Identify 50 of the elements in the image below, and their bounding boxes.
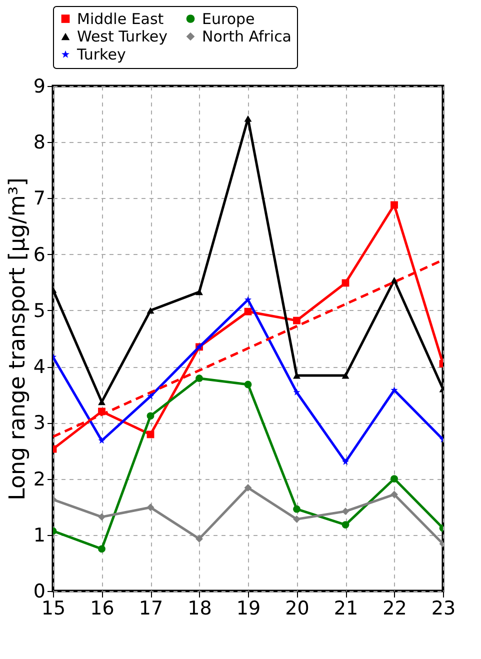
- point: [390, 475, 398, 482]
- y-tick-label: 1: [33, 524, 46, 546]
- point: [98, 398, 106, 406]
- point: [146, 412, 154, 420]
- y-axis-title: Long range transport [μg/m³]: [5, 178, 30, 500]
- point: [196, 535, 203, 543]
- point: [244, 380, 252, 388]
- x-tick-label: 18: [188, 598, 212, 620]
- legend-label: West Turkey: [77, 28, 168, 46]
- point: [146, 307, 154, 314]
- y-tick-label: 9: [33, 76, 46, 98]
- x-tick-label: 17: [138, 598, 164, 620]
- legend-label: Middle East: [77, 10, 164, 28]
- point: [342, 372, 350, 379]
- point: [342, 508, 350, 516]
- x-tick-label: 20: [285, 598, 310, 620]
- y-tick-label: 2: [33, 468, 46, 490]
- point: [98, 545, 106, 553]
- point: [146, 430, 154, 438]
- point: [390, 201, 398, 209]
- y-tick-label: 7: [33, 188, 46, 210]
- x-tick-label: 22: [382, 598, 407, 620]
- point: [196, 288, 203, 296]
- point: [342, 521, 350, 528]
- point: [293, 505, 300, 513]
- point: [244, 115, 252, 122]
- point: [293, 388, 300, 396]
- point: [146, 392, 154, 400]
- x-tick-label: 19: [236, 598, 261, 620]
- point: [196, 374, 203, 382]
- x-tick-label: 16: [90, 598, 114, 620]
- legend-label: Turkey: [76, 46, 126, 64]
- x-tick-label: 21: [334, 598, 358, 620]
- legend-label: Europe: [202, 10, 255, 28]
- point: [342, 279, 350, 287]
- x-tick-label: 23: [431, 598, 456, 620]
- y-tick-label: 4: [33, 356, 46, 378]
- point: [98, 513, 106, 521]
- point: [146, 504, 154, 512]
- point: [293, 515, 300, 523]
- point: [390, 276, 398, 284]
- y-tick-label: 5: [33, 300, 46, 322]
- point: [342, 458, 350, 465]
- legend-label: North Africa: [202, 28, 292, 46]
- point: [98, 436, 106, 444]
- point: [293, 316, 300, 324]
- point: [244, 308, 252, 316]
- y-tick-label: 3: [33, 412, 46, 434]
- y-tick-label: 6: [33, 244, 46, 266]
- y-tick-label: 8: [33, 132, 46, 154]
